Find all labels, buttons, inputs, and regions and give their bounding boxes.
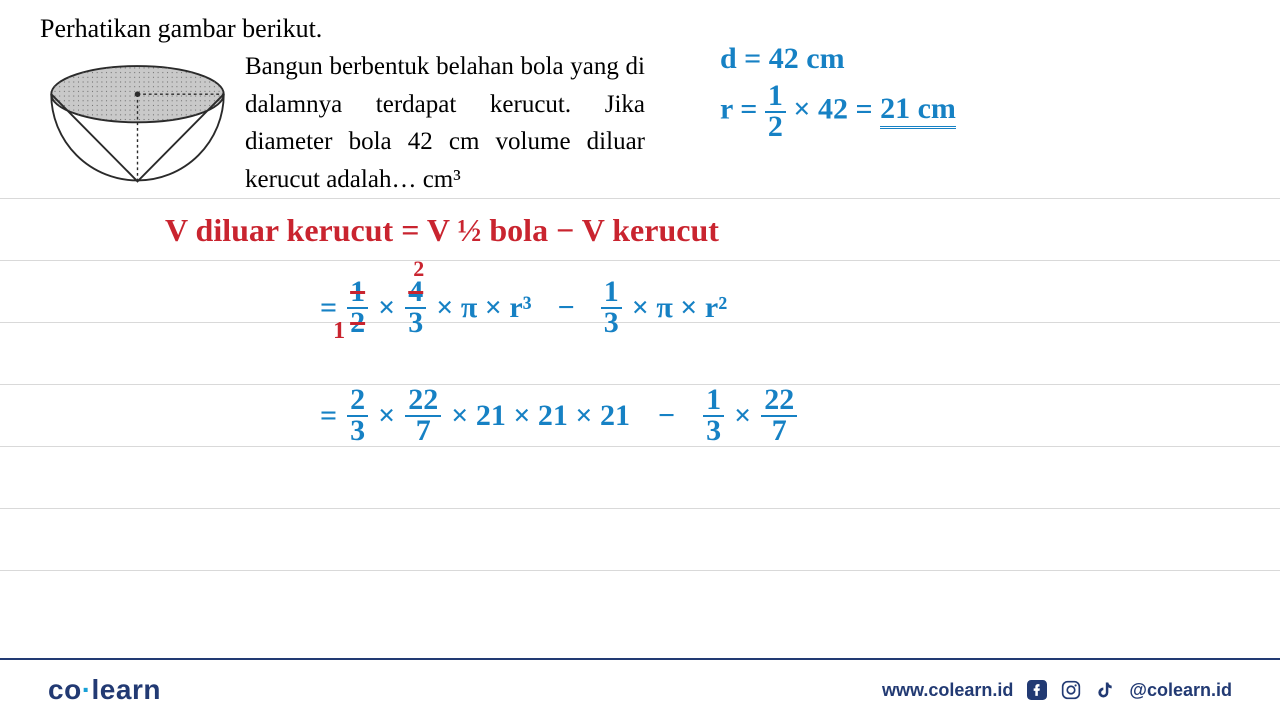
tiktok-icon[interactable]: [1095, 680, 1115, 700]
given-radius: r = 12 × 42 = 21 cm: [720, 82, 956, 141]
radius-calc: × 42 =: [793, 92, 872, 125]
facebook-icon[interactable]: [1027, 680, 1047, 700]
s2-b-den: 7: [413, 417, 434, 446]
minus: −: [558, 291, 575, 325]
step2: = 23 × 227 × 21 × 21 × 21 − 13 × 227: [320, 386, 797, 445]
s2-a-den: 3: [347, 417, 368, 446]
radius-result: 21 cm: [880, 92, 956, 129]
hemisphere-cone-diagram: [40, 52, 235, 202]
s2-d-den: 7: [769, 417, 790, 446]
times2: ×: [378, 399, 395, 433]
s1-rest2: × π × r²: [632, 291, 727, 325]
logo-dot: ·: [82, 674, 92, 705]
footer-url[interactable]: www.colearn.id: [882, 680, 1013, 701]
problem-statement: Bangun berbentuk belahan bola yang di da…: [245, 48, 645, 198]
s2-a-num: 2: [347, 386, 368, 417]
s2-b-num: 22: [405, 386, 441, 417]
footer-bar: co·learn www.colearn.id @colearn.id: [0, 658, 1280, 720]
s1-rest1: × π × r³: [436, 291, 531, 325]
cancel-2: 2: [413, 256, 424, 282]
eq2: =: [320, 399, 337, 433]
s1-t1-num: 1: [350, 275, 365, 308]
instagram-icon[interactable]: [1061, 680, 1081, 700]
logo: co·learn: [48, 674, 161, 706]
frac-num: 1: [765, 82, 786, 113]
s1-t2-den: 3: [405, 309, 426, 338]
footer-handle[interactable]: @colearn.id: [1129, 680, 1232, 701]
times3: ×: [734, 399, 751, 433]
logo-learn: learn: [92, 674, 161, 705]
footer-right: www.colearn.id @colearn.id: [882, 680, 1232, 701]
s1-t1-den: 2: [350, 306, 365, 339]
problem-header: Perhatikan gambar berikut.: [40, 14, 322, 44]
logo-co: co: [48, 674, 82, 705]
times: ×: [378, 291, 395, 325]
s2-c-num: 1: [703, 386, 724, 417]
cancel-1: 1: [333, 318, 345, 345]
s1-t3-num: 1: [601, 278, 622, 309]
radius-lhs: r =: [720, 92, 757, 125]
s2-d-num: 22: [761, 386, 797, 417]
s2-rest: × 21 × 21 × 21: [451, 399, 630, 433]
s2-c-den: 3: [703, 417, 724, 446]
formula-lhs: V diluar kerucut =: [165, 212, 419, 248]
s1-t3-den: 3: [601, 309, 622, 338]
minus2: −: [658, 399, 675, 433]
step1: = 12 1 × 43 2 × π × r³ − 13 × π × r²: [320, 278, 727, 337]
given-diameter: d = 42 cm: [720, 42, 845, 76]
formula-rhs: V ½ bola − V kerucut: [427, 212, 719, 248]
frac-den: 2: [765, 113, 786, 142]
formula-title: V diluar kerucut = V ½ bola − V kerucut: [165, 212, 719, 249]
